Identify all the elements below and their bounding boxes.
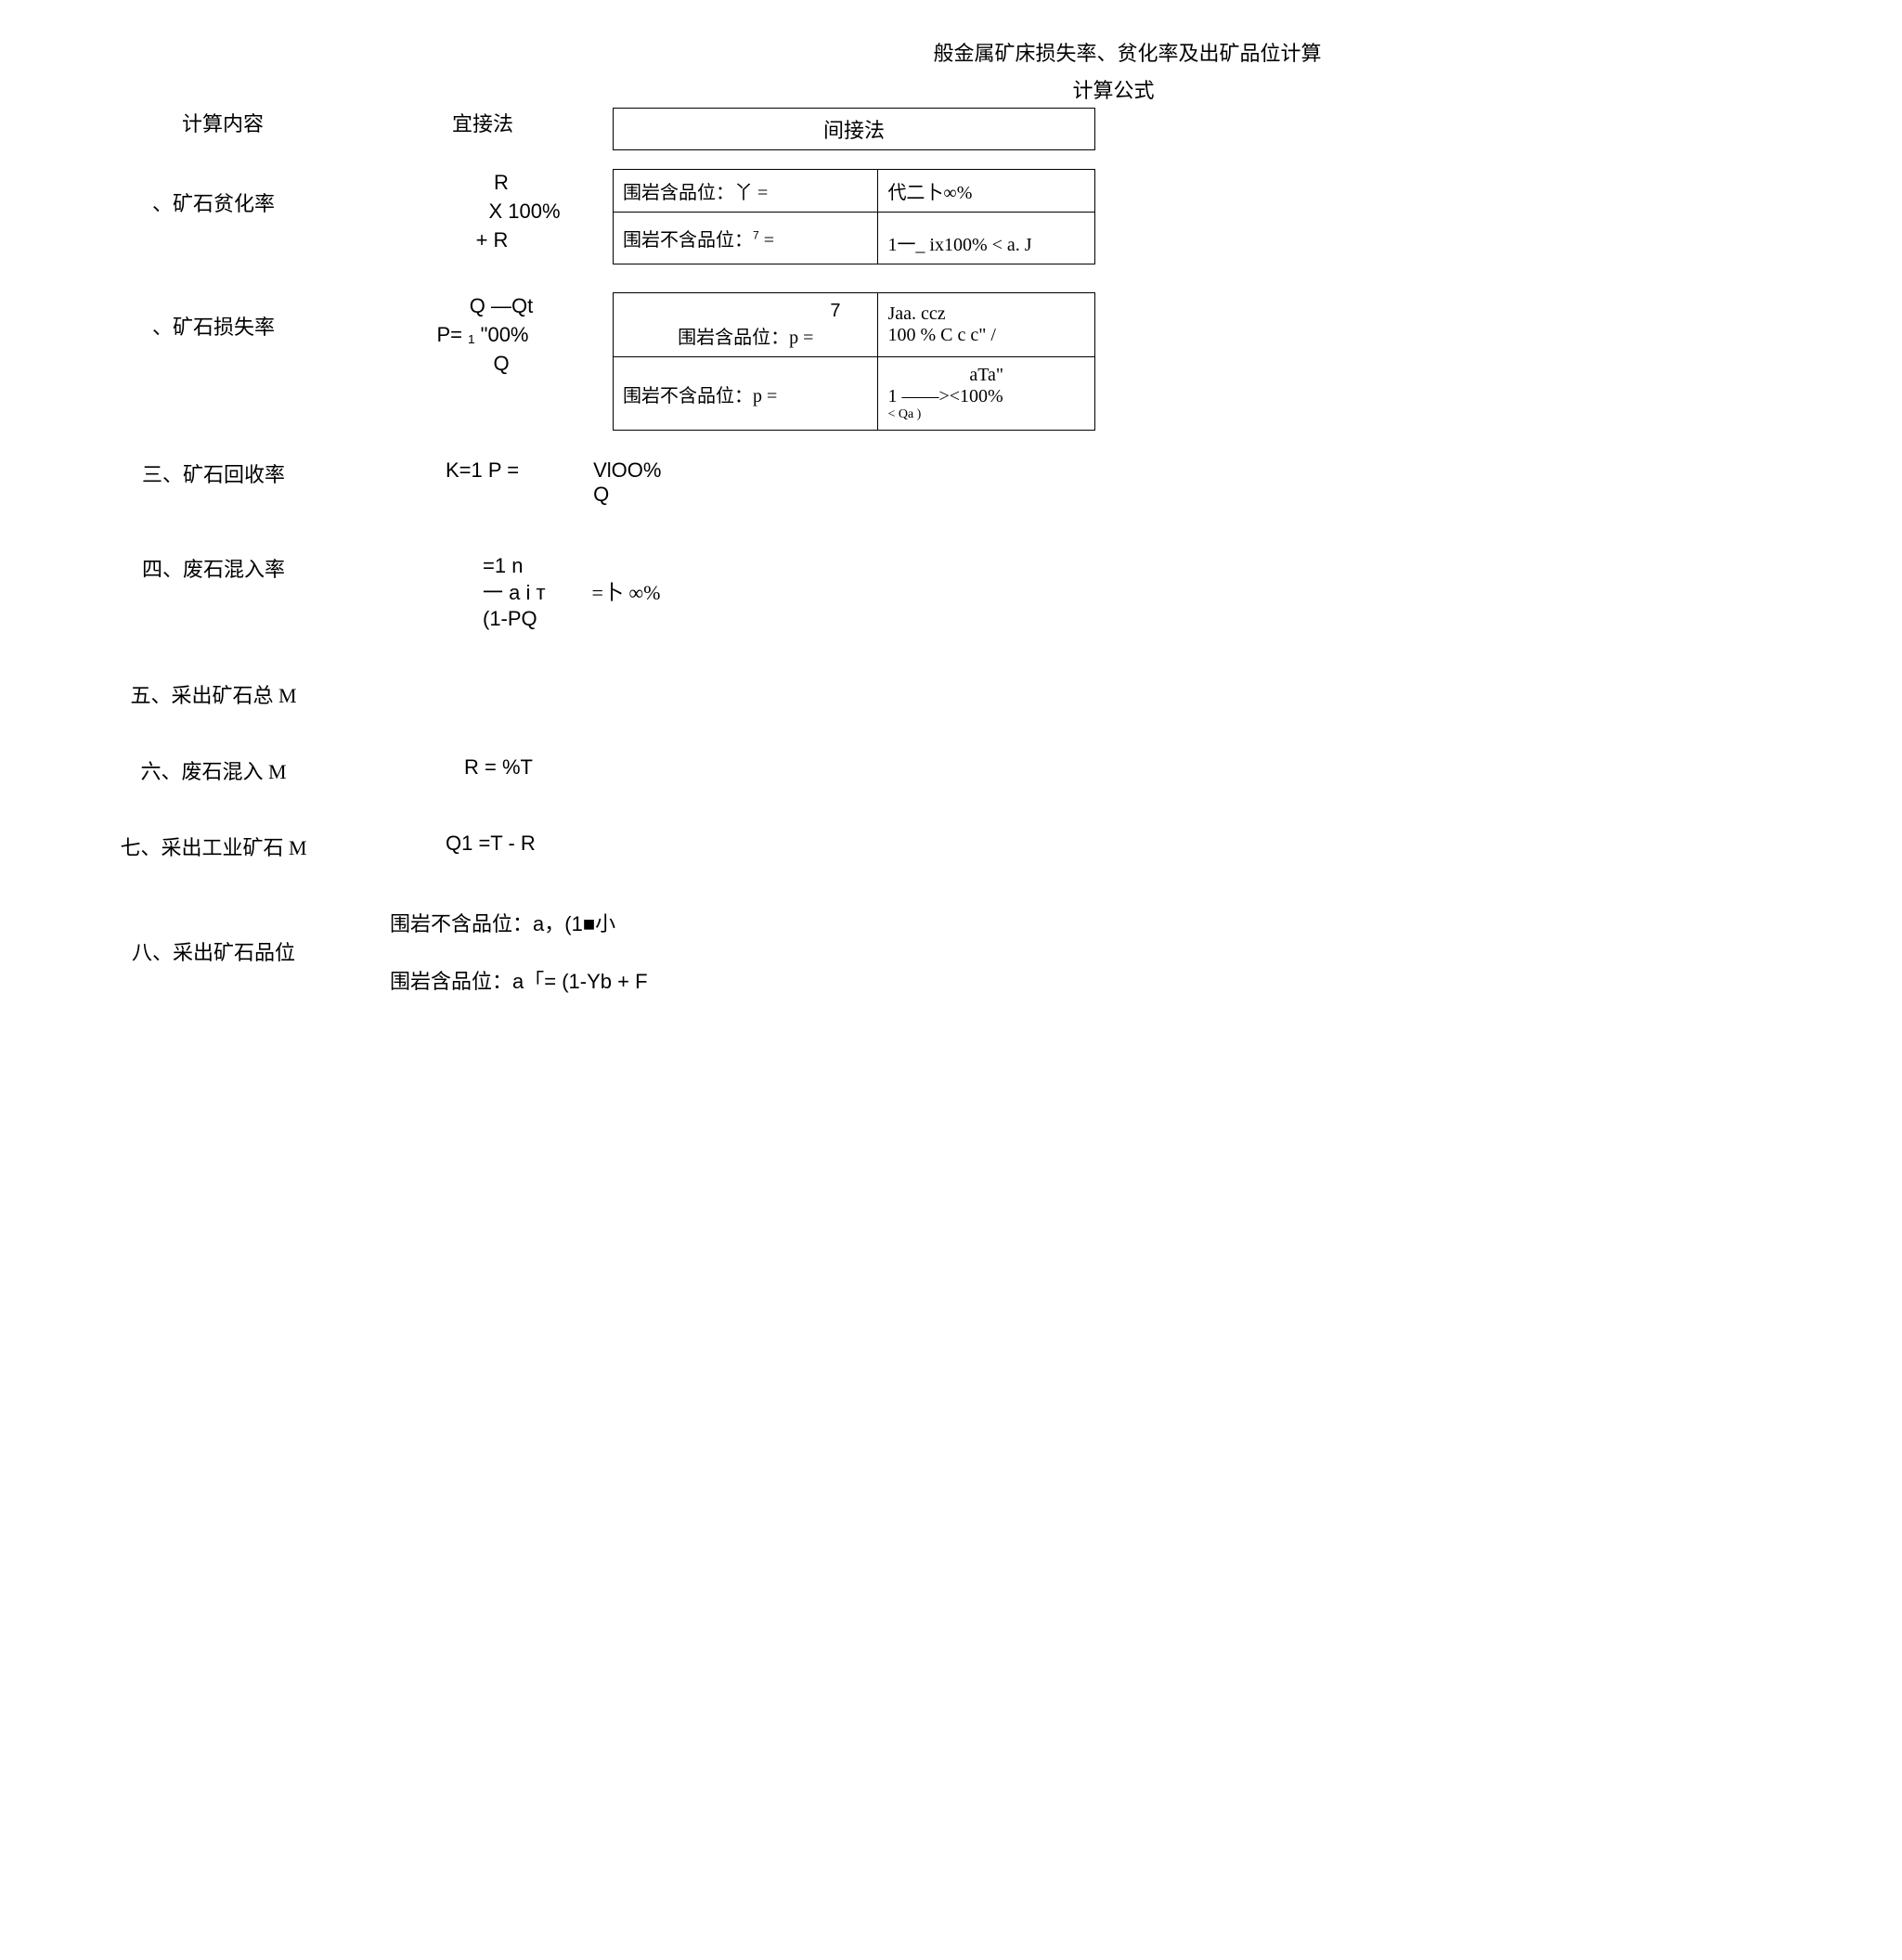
- content-column-header: 计算内容: [56, 108, 353, 137]
- formula-text: 代二卜∞%: [887, 183, 972, 203]
- table-row: 、矿石损失率 Q —Qt P= ₁ "00% Q 7 围岩含品位：p = Jaa…: [56, 292, 1846, 431]
- formula-text: 一 a i т: [483, 581, 546, 604]
- formula-text: Q: [493, 352, 509, 375]
- formula-label: 围岩不含品位：: [623, 230, 753, 251]
- formula-text: VlOO%: [593, 458, 661, 483]
- formula-text: Jaa. ccz: [887, 303, 1085, 325]
- formula-text: + R: [476, 228, 509, 251]
- formula-text: aTa": [969, 365, 1003, 385]
- direct-formula: R X 100% + R: [353, 169, 613, 254]
- direct-formula: Q —Qt P= ₁ "00% Q: [353, 292, 613, 378]
- formula-text: 7: [830, 301, 840, 321]
- row-label: 三、矿石回收率: [56, 458, 353, 507]
- indirect-method-header: 间接法: [613, 108, 1095, 150]
- formula-text: a，(1■小: [533, 912, 615, 935]
- direct-formula: 围岩不含品位：a，(1■小 围岩含品位：a「= (1-Yb + F: [353, 908, 648, 995]
- formula-text: Q: [593, 483, 661, 507]
- table-row: 三、矿石回收率 K=1 P = VlOO% Q: [56, 458, 1846, 507]
- formula-text: Q —Qt: [470, 294, 533, 317]
- row-label: 、矿石损失率: [56, 292, 353, 341]
- table-row: 五、采出矿石总 M: [56, 679, 1846, 709]
- formula-text: =1 n: [483, 553, 660, 580]
- formula-text: =: [759, 230, 774, 251]
- row-label: 七、采出工业矿石 M: [56, 832, 353, 861]
- table-row: 四、废石混入率 =1 n 一 a i т=卜 ∞% (1-PQ: [56, 553, 1846, 633]
- page-title: 般金属矿床损失率、贫化率及出矿品位计算: [408, 37, 1846, 67]
- formula-text: 1一_ ix100% < a. J: [887, 235, 1031, 255]
- formula-text: a「= (1-Yb + F: [512, 970, 648, 993]
- formula-text: P= ₁ "00%: [436, 323, 528, 346]
- indirect-formula-block: 围岩含品位：丫 = 代二卜∞% 围岩不含品位：7 = 1一_ ix100% < …: [613, 169, 1095, 264]
- indirect-formula-block: 7 围岩含品位：p = Jaa. ccz 100 % C c c" / 围岩不含…: [613, 292, 1095, 431]
- row-label: 八、采出矿石品位: [56, 936, 353, 966]
- formula-text: 1 ——><100%: [887, 386, 1003, 406]
- formula-column-header: 计算公式: [381, 74, 1846, 104]
- formula-label: 围岩不含品位：p =: [623, 386, 777, 406]
- table-row: 八、采出矿石品位 围岩不含品位：a，(1■小 围岩含品位：a「= (1-Yb +…: [56, 908, 1846, 995]
- direct-formula: =1 n 一 a i т=卜 ∞% (1-PQ: [353, 553, 660, 633]
- table-row: 、矿石贫化率 R X 100% + R 围岩含品位：丫 = 代二卜∞% 围岩不含…: [56, 169, 1846, 264]
- formula-label: 围岩含品位：: [390, 970, 512, 993]
- row-label: 六、废石混入 M: [56, 755, 353, 785]
- formula-text: (1-PQ: [483, 606, 660, 633]
- formula-text: 100 % C c c" /: [887, 325, 1085, 346]
- table-header-row: 计算内容 宜接法 间接法: [56, 108, 1846, 150]
- row-label: 、矿石贫化率: [56, 169, 353, 217]
- formula-label: 围岩含品位：p =: [678, 328, 813, 348]
- direct-formula: Q1 =T - R: [353, 832, 536, 861]
- formula-label: 围岩含品位：丫 =: [623, 183, 768, 203]
- formula-text: =卜 ∞%: [546, 581, 661, 604]
- row-label: 四、废石混入率: [56, 553, 353, 633]
- formula-text: R: [494, 171, 509, 194]
- direct-formula: R = %T: [353, 755, 533, 785]
- formula-label: 围岩不含品位：: [390, 912, 533, 935]
- formula-text: X 100%: [488, 200, 560, 223]
- table-row: 七、采出工业矿石 M Q1 =T - R: [56, 832, 1846, 861]
- row-label: 五、采出矿石总 M: [56, 679, 353, 709]
- direct-formula: K=1 P =: [353, 458, 519, 507]
- formula-text: < Qa ): [887, 407, 921, 421]
- indirect-formula: VlOO% Q: [519, 458, 661, 507]
- table-row: 六、废石混入 M R = %T: [56, 755, 1846, 785]
- formula-text: 7: [753, 228, 759, 241]
- direct-method-header: 宜接法: [353, 108, 613, 137]
